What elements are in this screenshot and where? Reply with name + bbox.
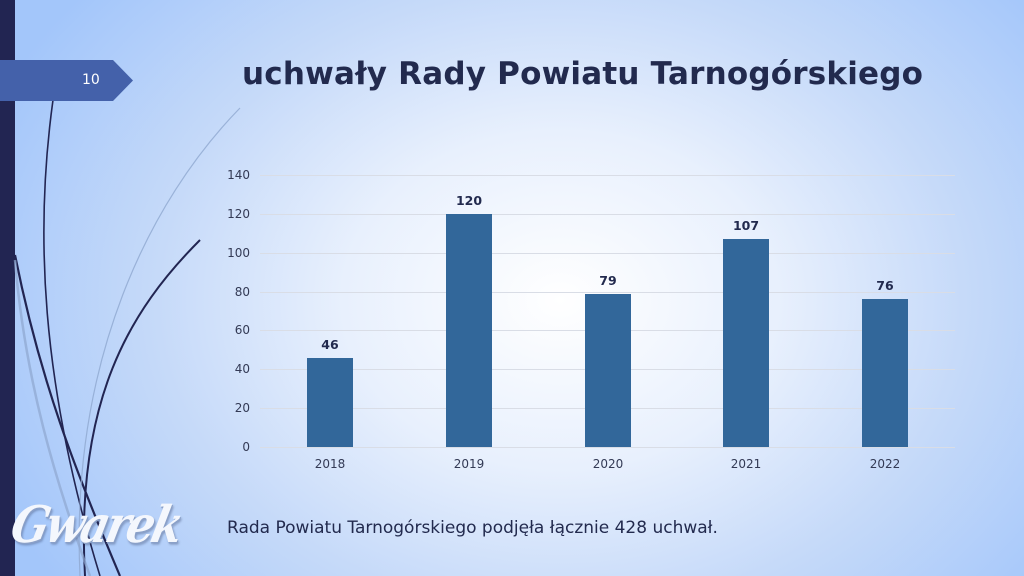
bar-value-label: 107 <box>732 218 760 233</box>
slide-title: uchwały Rady Powiatu Tarnogórskiego <box>242 56 924 92</box>
bar-2020 <box>585 294 631 447</box>
x-axis-tick-label: 2018 <box>314 457 346 471</box>
left-accent-bar <box>0 0 15 576</box>
gridline <box>260 175 955 176</box>
y-axis-tick-label: 140 <box>227 168 250 182</box>
y-axis-tick-label: 80 <box>234 285 250 299</box>
bar-2018 <box>307 358 353 447</box>
y-axis-tick-label: 0 <box>242 440 250 454</box>
y-axis-tick-label: 60 <box>234 323 250 337</box>
bar-value-label: 120 <box>455 193 483 208</box>
x-axis-tick-label: 2021 <box>730 457 762 471</box>
bar-value-label: 79 <box>599 273 617 288</box>
y-axis-tick-label: 100 <box>227 246 250 260</box>
summary-text: Rada Powiatu Tarnogórskiego podjęła łącz… <box>227 518 718 538</box>
bar-2022 <box>862 299 908 447</box>
bar-2019 <box>446 214 492 447</box>
bar-value-label: 46 <box>321 337 339 352</box>
y-axis-tick-label: 120 <box>227 207 250 221</box>
gridline <box>260 214 955 215</box>
slide-number-tab <box>0 60 133 101</box>
gwarek-logo: Gwarek <box>5 496 186 555</box>
gridline <box>260 447 955 448</box>
gridline <box>260 292 955 293</box>
y-axis-tick-label: 40 <box>234 362 250 376</box>
gridline <box>260 253 955 254</box>
x-axis-tick-label: 2019 <box>453 457 485 471</box>
bar-2021 <box>723 239 769 447</box>
bar-value-label: 76 <box>876 278 894 293</box>
y-axis-tick-label: 20 <box>234 401 250 415</box>
x-axis-tick-label: 2022 <box>869 457 901 471</box>
x-axis-tick-label: 2020 <box>592 457 624 471</box>
slide-number: 10 <box>82 72 100 88</box>
